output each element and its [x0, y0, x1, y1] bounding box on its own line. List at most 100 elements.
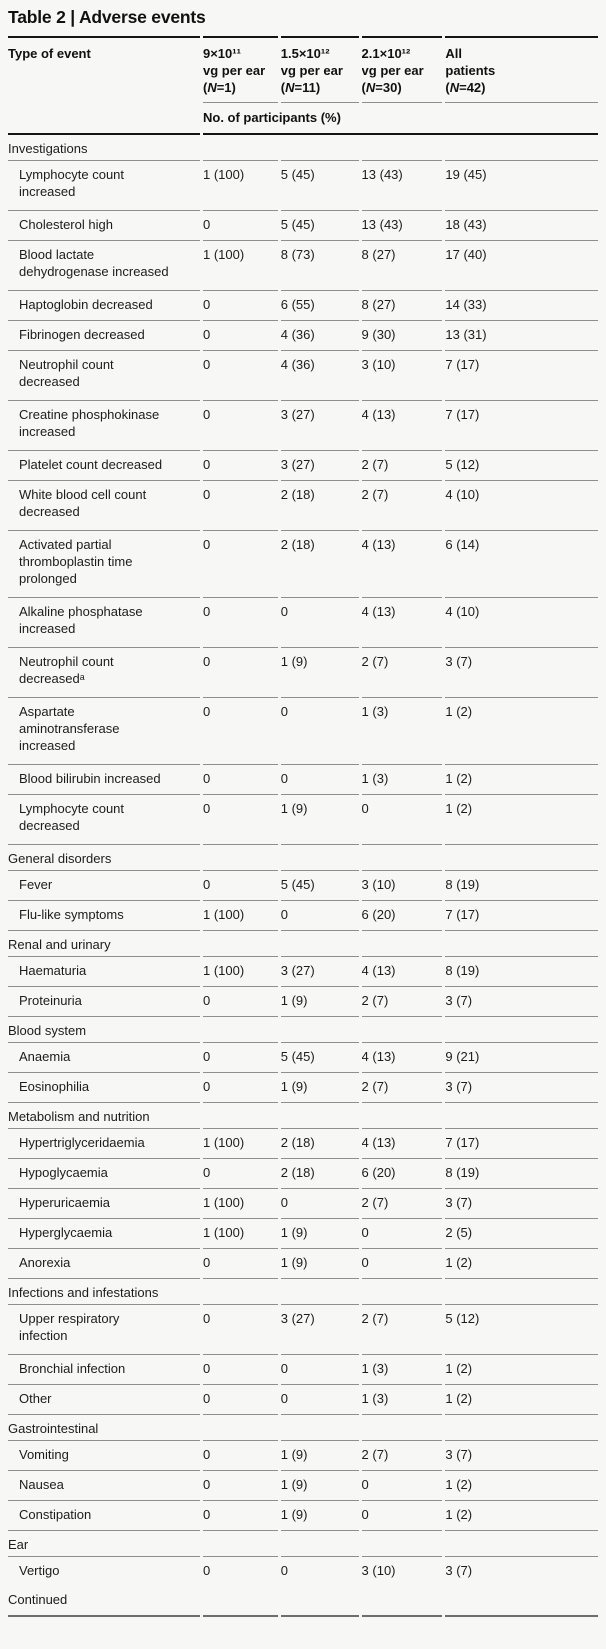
- event-label: Lymphocyte count decreased: [8, 795, 200, 845]
- section-spacer-cell: [445, 931, 598, 957]
- value-cell: 2 (7): [361, 481, 443, 531]
- event-row: Haematuria 1 (100) 3 (27) 4 (13) 8 (19): [8, 957, 598, 987]
- value-cell: 4 (36): [280, 321, 359, 351]
- value-cell: 8 (19): [445, 871, 598, 901]
- value-cell: 2 (7): [361, 1189, 443, 1219]
- section-row: Ear: [8, 1531, 598, 1557]
- section-spacer-cell: [445, 135, 598, 161]
- section-spacer-cell: [202, 135, 278, 161]
- value-cell: 3 (7): [445, 1073, 598, 1103]
- value-cell: 4 (13): [361, 957, 443, 987]
- value-cell: 3 (7): [445, 1441, 598, 1471]
- section-row: Blood system: [8, 1017, 598, 1043]
- value-cell: 0: [202, 351, 278, 401]
- event-row: White blood cell count decreased 0 2 (18) 2…: [8, 481, 598, 531]
- value-cell: 6 (20): [361, 1159, 443, 1189]
- event-row: Hypertriglyceridaemia 1 (100) 2 (18) 4 (13)…: [8, 1129, 598, 1159]
- section-spacer-cell: [361, 1415, 443, 1441]
- event-label: Vertigo: [19, 1563, 60, 1578]
- value-cell: 0: [202, 1305, 278, 1355]
- dose-value: 2.1×10¹²: [361, 46, 411, 61]
- value-cell: 3 (7): [445, 1189, 598, 1219]
- value-cell: 9 (21): [445, 1043, 598, 1073]
- value-cell: 0: [202, 451, 278, 481]
- value-cell: 5 (12): [445, 451, 598, 481]
- value-cell: 3 (27): [280, 957, 359, 987]
- value-cell: 0: [202, 1043, 278, 1073]
- value-cell: 2 (18): [280, 531, 359, 598]
- value-cell: 0: [202, 698, 278, 765]
- value-cell: 1 (9): [280, 987, 359, 1017]
- event-label: Flu-like symptoms: [8, 901, 200, 931]
- event-label: Lymphocyte count increased: [8, 161, 200, 211]
- value-cell: 2 (18): [280, 1129, 359, 1159]
- section-spacer-cell: [361, 931, 443, 957]
- value-cell: 1 (2): [445, 1471, 598, 1501]
- event-row: Aspartate aminotransferase increased 0 0 1 …: [8, 698, 598, 765]
- dose-unit: vg per ear: [280, 63, 343, 78]
- event-row: Constipation 0 1 (9) 0 1 (2): [8, 1501, 598, 1531]
- value-cell: 4 (13): [361, 1043, 443, 1073]
- dose-n-label: (N=30): [361, 80, 402, 95]
- continued-spacer-cell: [202, 1586, 278, 1617]
- value-cell: 2 (7): [361, 648, 443, 698]
- value-cell: 1 (2): [445, 698, 598, 765]
- table-title: Table 2 | Adverse events: [8, 7, 206, 27]
- value-cell: 3 (10): [361, 1563, 396, 1578]
- value-cell: 18 (43): [445, 211, 598, 241]
- section-spacer-cell: [445, 1531, 598, 1557]
- value-cell: 1 (3): [361, 1385, 443, 1415]
- section-spacer-cell: [445, 845, 598, 871]
- event-label: Other: [8, 1385, 200, 1415]
- event-label: Anaemia: [8, 1043, 200, 1073]
- section-label: Investigations: [8, 135, 200, 161]
- event-label: Upper respiratory infection: [8, 1305, 200, 1355]
- event-row: Neutrophil count decreased 0 4 (36) 3 (10) 7…: [8, 351, 598, 401]
- section-row: Gastrointestinal: [8, 1415, 598, 1441]
- dose-n-label: (N=11): [280, 80, 321, 95]
- value-cell: 7 (17): [445, 351, 598, 401]
- section-spacer-cell: [445, 1017, 598, 1043]
- event-row: Nausea 0 1 (9) 0 1 (2): [8, 1471, 598, 1501]
- section-row: Metabolism and nutrition: [8, 1103, 598, 1129]
- value-cell: 1 (9): [280, 795, 359, 845]
- value-cell: 2 (5): [445, 1219, 598, 1249]
- column-header-type-of-event: Type of event: [8, 36, 200, 103]
- event-row: Anaemia 0 5 (45) 4 (13) 9 (21): [8, 1043, 598, 1073]
- event-row: Alkaline phosphatase increased 0 0 4 (13) 4 …: [8, 598, 598, 648]
- value-cell: 3 (10): [361, 871, 443, 901]
- event-row: Eosinophilia 0 1 (9) 2 (7) 3 (7): [8, 1073, 598, 1103]
- section-label: Ear: [8, 1531, 200, 1557]
- section-spacer-cell: [202, 845, 278, 871]
- dose-value: 9×10¹¹: [202, 46, 241, 61]
- event-row: Fever 0 5 (45) 3 (10) 8 (19): [8, 871, 598, 901]
- value-cell: 0: [280, 598, 359, 648]
- value-cell: 1 (100): [202, 1129, 278, 1159]
- value-cell: 0: [202, 321, 278, 351]
- value-cell: 1 (9): [280, 1471, 359, 1501]
- value-cell: 0: [202, 765, 278, 795]
- value-cell: 3 (27): [280, 1305, 359, 1355]
- section-label: Renal and urinary: [8, 931, 200, 957]
- event-label: Alkaline phosphatase increased: [8, 598, 200, 648]
- event-row: Vertigo 0 0 3 (10) 3 (7): [8, 1557, 598, 1586]
- section-spacer-cell: [445, 1279, 598, 1305]
- value-cell: 0: [202, 1355, 278, 1385]
- table-body: Investigations Lymphocyte count increased…: [8, 135, 598, 1617]
- event-row: Bronchial infection 0 0 1 (3) 1 (2): [8, 1355, 598, 1385]
- dose-value: 1.5×10¹²: [280, 46, 330, 61]
- value-cell: 1 (3): [361, 765, 443, 795]
- value-cell: 17 (40): [445, 241, 598, 291]
- value-cell: 5 (45): [280, 1043, 359, 1073]
- value-cell: 5 (45): [280, 161, 359, 211]
- value-cell: 3 (27): [280, 401, 359, 451]
- value-cell: 1 (3): [361, 1355, 443, 1385]
- value-cell: 0: [202, 481, 278, 531]
- dose-unit: vg per ear: [361, 63, 424, 78]
- value-cell: 0: [280, 1385, 359, 1415]
- dose-unit: vg per ear: [202, 63, 266, 78]
- section-spacer-cell: [280, 1531, 359, 1557]
- event-label: Aspartate aminotransferase increased: [8, 698, 200, 765]
- event-row: Cholesterol high 0 5 (45) 13 (43) 18 (43): [8, 211, 598, 241]
